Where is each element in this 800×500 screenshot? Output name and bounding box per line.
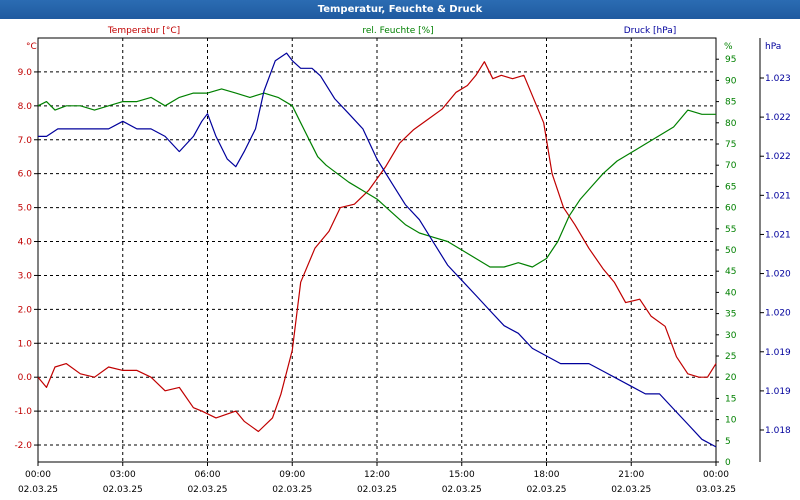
humidity-tick-label: 65 <box>725 182 736 192</box>
humidity-tick-label: 85 <box>725 98 736 108</box>
temperature-tick-label: 9.0 <box>18 68 33 78</box>
x-date-label: 02.03.25 <box>357 485 397 495</box>
axis-layer: 00:00 02.03.25 03:00 02.03.25 06:00 02.03.25 0… <box>14 55 791 495</box>
temperature-series-line <box>37 61 717 433</box>
pressure-unit-label: hPa <box>765 42 781 52</box>
temperature-tick-label: -1.0 <box>14 407 32 417</box>
x-tick-label: 12:00 <box>364 470 390 480</box>
humidity-tick-label: 20 <box>725 373 737 383</box>
humidity-unit-label: % <box>724 42 733 52</box>
humidity-tick-label: 90 <box>725 76 737 86</box>
series-layer <box>37 52 717 448</box>
x-tick-label: 06:00 <box>195 470 221 480</box>
humidity-tick-label: 40 <box>725 288 737 298</box>
x-date-label: 02.03.25 <box>611 485 651 495</box>
pressure-tick-label: 1.023 <box>765 74 791 84</box>
humidity-tick-label: 5 <box>725 437 731 447</box>
x-tick-label: 00:00 <box>703 470 729 480</box>
pressure-tick-label: 1.020 <box>765 270 791 280</box>
temperature-unit-label: °C <box>26 42 37 52</box>
x-date-label: 02.03.25 <box>18 485 58 495</box>
humidity-tick-label: 60 <box>725 204 737 214</box>
pressure-series-line <box>38 52 717 448</box>
x-date-label: 02.03.25 <box>187 485 227 495</box>
humidity-tick-label: 95 <box>725 55 736 65</box>
humidity-tick-label: 35 <box>725 310 736 320</box>
humidity-tick-label: 15 <box>725 394 736 404</box>
temperature-tick-label: 3.0 <box>18 271 33 281</box>
x-date-label: 03.03.25 <box>696 485 736 495</box>
humidity-tick-label: 75 <box>725 140 736 150</box>
pressure-tick-label: 1.021 <box>765 230 791 240</box>
humidity-tick-label: 0 <box>725 458 731 468</box>
pressure-tick-label: 1.022 <box>765 152 791 162</box>
humidity-tick-label: 80 <box>725 119 737 129</box>
temperature-tick-label: -2.0 <box>14 441 32 451</box>
temperature-tick-label: 8.0 <box>18 102 33 112</box>
temperature-tick-label: 5.0 <box>18 204 33 214</box>
x-tick-label: 00:00 <box>25 470 51 480</box>
humidity-tick-label: 50 <box>725 246 737 256</box>
pressure-tick-label: 1.019 <box>765 348 791 358</box>
x-date-label: 02.03.25 <box>526 485 566 495</box>
pressure-tick-label: 1.019 <box>765 387 791 397</box>
window-title: Temperatur, Feuchte & Druck <box>0 0 800 19</box>
x-tick-label: 03:00 <box>110 470 136 480</box>
temperature-tick-label: 7.0 <box>18 136 33 146</box>
x-date-label: 02.03.25 <box>103 485 143 495</box>
pressure-axis-title: Druck [hPa] <box>624 26 677 36</box>
x-date-label: 02.03.25 <box>442 485 482 495</box>
x-date-label: 02.03.25 <box>272 485 312 495</box>
pressure-tick-label: 1.020 <box>765 309 791 319</box>
temperature-axis-title: Temperatur [°C] <box>107 26 180 36</box>
pressure-tick-label: 1.022 <box>765 113 791 123</box>
x-tick-label: 15:00 <box>449 470 475 480</box>
humidity-axis-title: rel. Feuchte [%] <box>362 26 433 36</box>
pressure-tick-label: 1.018 <box>765 426 791 436</box>
humidity-series-line <box>37 88 716 268</box>
temperature-tick-label: 2.0 <box>18 305 33 315</box>
humidity-tick-label: 45 <box>725 267 736 277</box>
temperature-tick-label: 0.0 <box>18 373 33 383</box>
temperature-tick-label: 4.0 <box>18 238 33 248</box>
humidity-tick-label: 30 <box>725 331 737 341</box>
x-tick-label: 21:00 <box>618 470 644 480</box>
pressure-tick-label: 1.021 <box>765 191 791 201</box>
x-tick-label: 18:00 <box>534 470 560 480</box>
humidity-tick-label: 10 <box>725 416 737 426</box>
humidity-tick-label: 70 <box>725 161 737 171</box>
temperature-tick-label: 6.0 <box>18 170 33 180</box>
humidity-tick-label: 55 <box>725 225 736 235</box>
humidity-tick-label: 25 <box>725 352 736 362</box>
temperature-tick-label: 1.0 <box>18 339 33 349</box>
x-tick-label: 09:00 <box>279 470 305 480</box>
